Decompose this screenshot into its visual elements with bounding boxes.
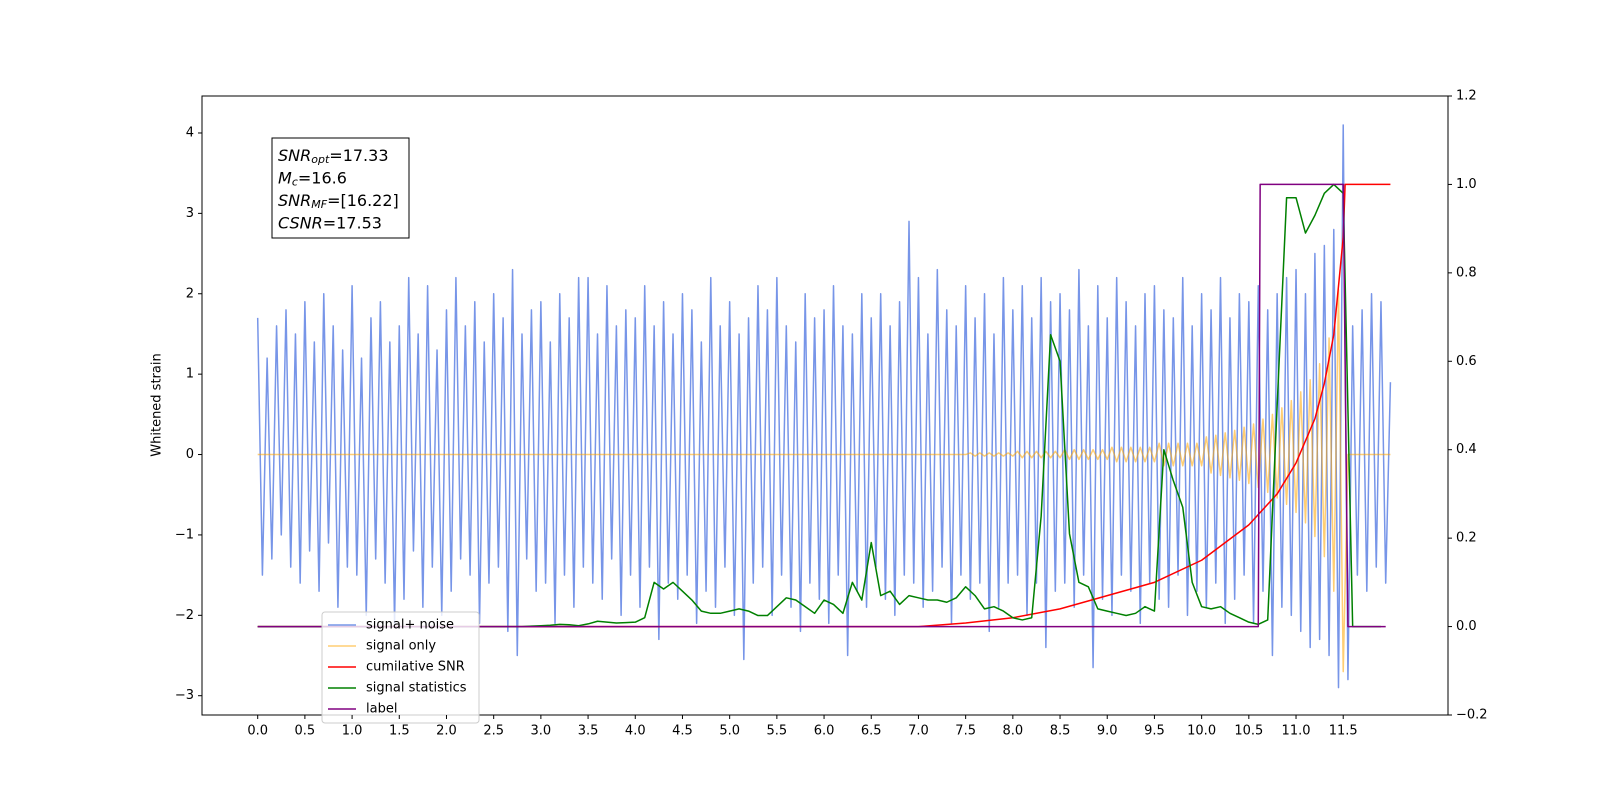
y2-tick-label: 0.2 [1456,531,1477,546]
legend-label: signal statistics [366,681,467,696]
x-tick-label: 1.0 [342,724,363,739]
y2-tick-label: 0.6 [1456,354,1477,369]
x-tick-label: 9.0 [1097,724,1118,739]
legend-label: cumilative SNR [366,660,465,675]
x-tick-label: 3.5 [578,724,599,739]
legend: signal+ noise signal only cumilative SNR si… [321,611,480,724]
x-tick-label: 3.0 [531,724,552,739]
annotation-frame [271,137,410,239]
x-tick-label: 0.5 [295,724,316,739]
y-tick-label: −1 [175,527,194,542]
y-tick-label: 1 [186,367,194,382]
y-tick-label: 3 [186,206,194,221]
annotation-symbol: SNR [278,146,311,165]
legend-frame [321,611,480,724]
annotation-line: SNRMF=[16.22] [278,191,399,212]
annotation-line: CSNR=17.53 [278,213,382,232]
x-tick-label: 11.5 [1329,724,1358,739]
x-tick-label: 6.0 [814,724,835,739]
axes-frame [201,95,1449,716]
annotation-symbol: SNR [278,191,311,210]
x-tick-label: 8.0 [1003,724,1024,739]
x-tick-label: 5.0 [719,724,740,739]
x-tick-label: 10.0 [1187,724,1216,739]
y2-tick-label: 0.0 [1456,619,1477,634]
x-tick-label: 7.5 [955,724,976,739]
y2-tick-label: 0.4 [1456,442,1477,457]
y2-tick-label: 1.0 [1456,177,1477,192]
series-line [257,183,1391,628]
y-tick-label: 2 [186,286,194,301]
y-tick-label: −3 [175,688,194,703]
x-tick-label: 8.5 [1050,724,1071,739]
x-tick-label: 2.5 [483,724,504,739]
series-line [257,288,1391,673]
y-tick-label: 4 [186,125,194,140]
annotation-subscript: opt [311,153,330,166]
annotation-line: SNRopt=17.33 [278,146,389,167]
legend-label: label [366,702,397,717]
x-tick-label: 0.0 [247,724,268,739]
x-tick-label: 9.5 [1144,724,1165,739]
annotation-subscript: c [292,176,298,189]
annotation-symbol: M [278,168,292,187]
annotation-value: =16.6 [298,168,347,187]
x-tick-label: 4.5 [672,724,693,739]
y-axis-label: Whitened strain [150,353,165,456]
x-tick-label: 2.0 [436,724,457,739]
x-tick-label: 4.0 [625,724,646,739]
legend-label: signal+ noise [366,618,454,633]
y-tick-label: 0 [186,447,194,462]
x-tick-label: 5.5 [767,724,788,739]
y2-tick-label: 1.2 [1456,89,1477,104]
x-tick-label: 6.5 [861,724,882,739]
annotation-value: =[16.22] [327,191,399,210]
x-tick-label: 1.5 [389,724,410,739]
annotation-line: Mc=16.6 [278,168,347,189]
y2-tick-label: −0.2 [1456,708,1488,723]
x-tick-label: 11.0 [1282,724,1311,739]
series-line [257,183,1386,628]
annotation-value: =17.33 [329,146,388,165]
annotation-box: SNRopt=17.33Mc=16.6SNRMF=[16.22]CSNR=17.… [271,137,410,239]
y-tick-label: −2 [175,608,194,623]
annotation-subscript: MF [311,198,327,211]
legend-label: signal only [366,639,436,654]
series-line [256,124,1392,689]
y2-tick-label: 0.8 [1456,265,1477,280]
x-tick-label: 7.0 [908,724,929,739]
annotation-value: =17.53 [323,213,382,232]
x-tick-label: 10.5 [1234,724,1263,739]
annotation-symbol: CSNR [278,213,323,232]
